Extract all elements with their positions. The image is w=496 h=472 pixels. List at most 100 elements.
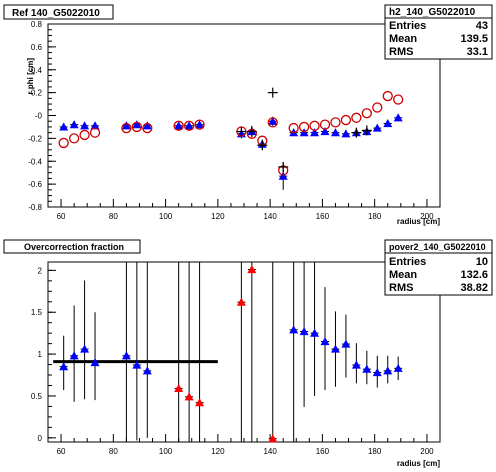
red-circle-point bbox=[89, 127, 101, 138]
bottom-x-axis-label: radius [cm] bbox=[397, 459, 440, 468]
red-circle-point bbox=[58, 137, 69, 149]
bottom-stats-entries: 10 bbox=[476, 256, 488, 268]
blue-triangle-point bbox=[59, 362, 69, 371]
top-x-axis-label: radius [cm] bbox=[397, 217, 440, 226]
blue-triangle-point bbox=[132, 360, 142, 369]
blue-triangle-point bbox=[90, 121, 100, 130]
top-stats-mean-label: Mean bbox=[389, 33, 417, 45]
y-tick-label: -0.2 bbox=[28, 134, 42, 143]
blue-triangle-point bbox=[69, 120, 79, 129]
blue-triangle-point bbox=[372, 368, 382, 377]
y-tick-label: 0.5 bbox=[31, 392, 43, 401]
blue-triangle-point bbox=[362, 364, 372, 373]
blue-triangle-point bbox=[80, 344, 90, 353]
blue-triangle-point bbox=[278, 171, 288, 180]
red-triangle-point bbox=[195, 398, 205, 407]
blue-triangle-point bbox=[90, 357, 100, 367]
y-tick-label: -0.8 bbox=[28, 203, 42, 212]
y-tick-label: 0.4 bbox=[31, 66, 43, 75]
red-circle-point bbox=[330, 117, 341, 128]
y-tick-label: 0 bbox=[38, 434, 43, 443]
x-tick-label: 160 bbox=[316, 447, 330, 456]
blue-triangle-point bbox=[121, 351, 131, 360]
top-chart: Ref 140_G5022010 60 80 100 120 140 160 180 200 -… bbox=[3, 4, 493, 226]
blue-triangle-point bbox=[121, 121, 131, 130]
blue-triangle-point bbox=[132, 120, 142, 129]
x-tick-label: 100 bbox=[159, 212, 173, 221]
bottom-stats-rms: 38.82 bbox=[460, 282, 488, 294]
red-triangle-point bbox=[184, 392, 194, 401]
x-tick-label: 180 bbox=[368, 447, 382, 456]
blue-triangle-point bbox=[184, 121, 194, 130]
red-triangle-point bbox=[268, 434, 278, 443]
y-tick-label: 1 bbox=[38, 350, 43, 359]
blue-triangle-point bbox=[351, 360, 361, 369]
bottom-data-marks bbox=[53, 262, 403, 443]
bottom-stats-box: pover2_140_G5022010 Entries 10 Mean 132.… bbox=[384, 239, 493, 296]
red-circle-point bbox=[351, 112, 362, 123]
red-circle-point bbox=[183, 120, 195, 131]
red-triangle-point bbox=[174, 383, 184, 393]
y-tick-label: 1.5 bbox=[31, 308, 43, 317]
red-circle-point bbox=[361, 108, 372, 119]
red-circle-point bbox=[309, 120, 320, 131]
blue-triangle-point bbox=[59, 122, 69, 131]
red-circle-point bbox=[288, 122, 299, 134]
x-tick-label: 80 bbox=[109, 447, 118, 456]
top-chart-title: Ref 140_G5022010 bbox=[12, 8, 100, 19]
bottom-chart: Overcorrection fraction 60 80 100 120 140 160… bbox=[3, 239, 493, 468]
x-tick-label: 100 bbox=[159, 447, 173, 456]
blue-triangle-point bbox=[289, 325, 299, 334]
blue-triangle-point bbox=[330, 344, 340, 353]
red-triangle-point bbox=[236, 297, 246, 306]
bottom-stats-entries-label: Entries bbox=[389, 256, 426, 268]
bottom-axis-ticks: 60 80 100 120 140 160 180 200 0 0.5 1 1.5 2 bbox=[31, 266, 441, 456]
red-circle-point bbox=[267, 117, 278, 128]
red-circle-point bbox=[393, 94, 404, 105]
red-circle-point bbox=[298, 121, 310, 133]
x-tick-label: 200 bbox=[420, 212, 434, 221]
y-tick-label: -0 bbox=[35, 112, 43, 121]
top-stats-rms: 33.1 bbox=[467, 46, 488, 58]
x-tick-label: 60 bbox=[57, 447, 66, 456]
top-y-axis-label: r phi [cm] bbox=[26, 58, 35, 95]
x-tick-label: 80 bbox=[109, 212, 118, 221]
bottom-chart-title: Overcorrection fraction bbox=[24, 242, 124, 252]
x-tick-label: 120 bbox=[211, 447, 225, 456]
y-tick-label: 0.2 bbox=[31, 89, 43, 98]
blue-triangle-point bbox=[299, 128, 309, 137]
red-circle-point bbox=[121, 122, 132, 134]
y-tick-label: 2 bbox=[38, 266, 43, 275]
red-circle-point bbox=[173, 120, 184, 131]
blue-triangle-point bbox=[383, 119, 393, 128]
blue-triangle-point bbox=[195, 120, 205, 129]
x-tick-label: 180 bbox=[368, 212, 382, 221]
red-circle-point bbox=[79, 129, 90, 141]
top-stats-entries: 43 bbox=[476, 20, 488, 32]
bottom-stats-name: pover2_140_G5022010 bbox=[389, 242, 486, 252]
bottom-stats-rms-label: RMS bbox=[389, 282, 413, 294]
blue-triangle-point bbox=[142, 366, 152, 375]
blue-triangle-point bbox=[393, 363, 403, 372]
red-circle-point bbox=[142, 122, 153, 134]
top-stats-mean: 139.5 bbox=[460, 33, 488, 45]
y-tick-label: 0.8 bbox=[31, 20, 43, 29]
x-tick-label: 60 bbox=[57, 212, 66, 221]
red-circle-point bbox=[319, 119, 331, 130]
red-circle-point bbox=[194, 119, 205, 130]
top-data-marks bbox=[58, 87, 404, 190]
blue-triangle-point bbox=[310, 328, 320, 337]
bottom-plot-frame bbox=[47, 261, 441, 443]
top-plot-frame bbox=[47, 23, 441, 208]
top-stats-box: h2_140_G5022010 Entries 43 Mean 139.5 RM… bbox=[384, 4, 493, 60]
red-circle-point bbox=[131, 121, 143, 133]
blue-triangle-point bbox=[69, 351, 79, 360]
blue-triangle-point bbox=[372, 123, 382, 132]
red-circle-point bbox=[340, 114, 352, 126]
x-tick-label: 200 bbox=[420, 447, 434, 456]
bottom-stats-mean: 132.6 bbox=[460, 269, 488, 281]
blue-triangle-point bbox=[320, 337, 330, 346]
red-circle-point bbox=[372, 102, 383, 113]
blue-triangle-point bbox=[320, 127, 330, 136]
